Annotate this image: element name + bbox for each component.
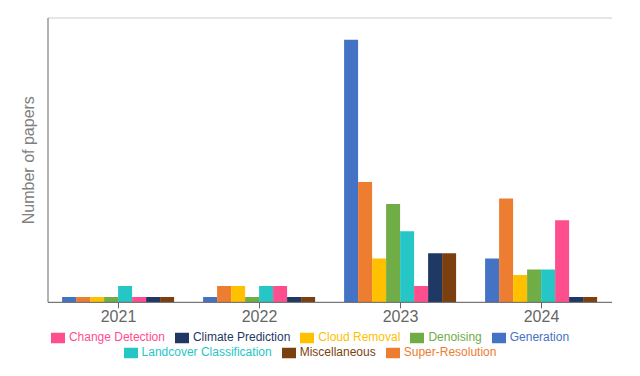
svg-text:2022: 2022	[242, 308, 278, 325]
html-text:Change Detection: Change Detection	[68, 330, 165, 345]
svg-text:2023: 2023	[383, 308, 419, 325]
html-text:Climate Prediction: Climate Prediction	[193, 330, 291, 345]
html-text:Miscellaneous: Miscellaneous	[299, 345, 376, 360]
html-text:Generation: Generation	[509, 330, 570, 345]
html-text:Denoising: Denoising	[428, 330, 482, 345]
svg-text:Number of papers: Number of papers	[20, 96, 37, 224]
svg-text:2021: 2021	[101, 308, 137, 325]
svg-text:2024: 2024	[524, 308, 560, 325]
html-text:Cloud Removal: Cloud Removal	[318, 330, 401, 345]
html-text:Landcover Classification: Landcover Classification	[141, 345, 272, 360]
html-text:Super-Resolution: Super-Resolution	[403, 345, 497, 360]
